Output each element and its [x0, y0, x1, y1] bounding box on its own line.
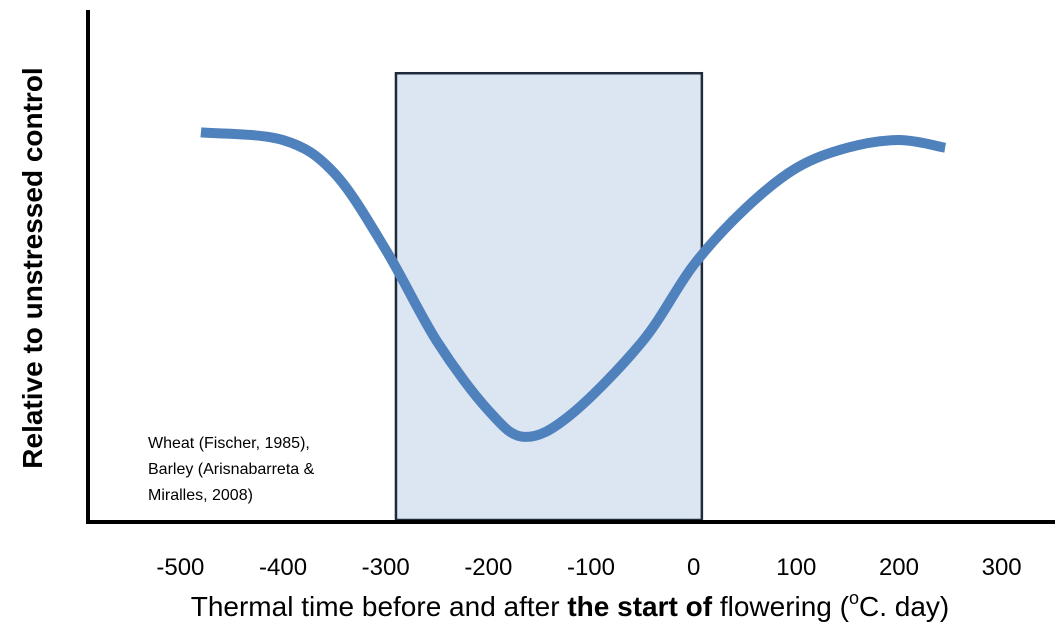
x-axis-label: Thermal time before and after the start …	[191, 588, 950, 622]
data-line	[200, 127, 947, 442]
x-label-part: C. day)	[859, 591, 949, 622]
annotation: Wheat (Fischer, 1985), Barley (Arisnabar…	[148, 435, 315, 504]
annotation-line: Barley (Arisnabarreta &	[148, 461, 315, 478]
x-label-part: o	[849, 588, 859, 608]
x-tick-label: 200	[879, 554, 919, 581]
x-tick-label: 0	[687, 554, 700, 581]
x-label-part: Thermal time before and after	[191, 591, 568, 622]
shaded-region	[394, 71, 704, 522]
x-label-part: flowering (	[712, 591, 850, 622]
annotation-line: Wheat (Fischer, 1985),	[148, 435, 310, 452]
x-tick-label: 300	[982, 554, 1022, 581]
x-tick-label: -300	[362, 554, 410, 581]
y-axis-label: Relative to unstressed control	[17, 67, 48, 468]
x-label-part: the start of	[567, 591, 712, 622]
x-tick-label: -100	[567, 554, 615, 581]
annotation-line: Miralles, 2008)	[148, 487, 253, 504]
x-tick-label: -200	[464, 554, 512, 581]
x-tick-label: -500	[156, 554, 204, 581]
x-tick-label: 100	[776, 554, 816, 581]
x-tick-label: -400	[259, 554, 307, 581]
